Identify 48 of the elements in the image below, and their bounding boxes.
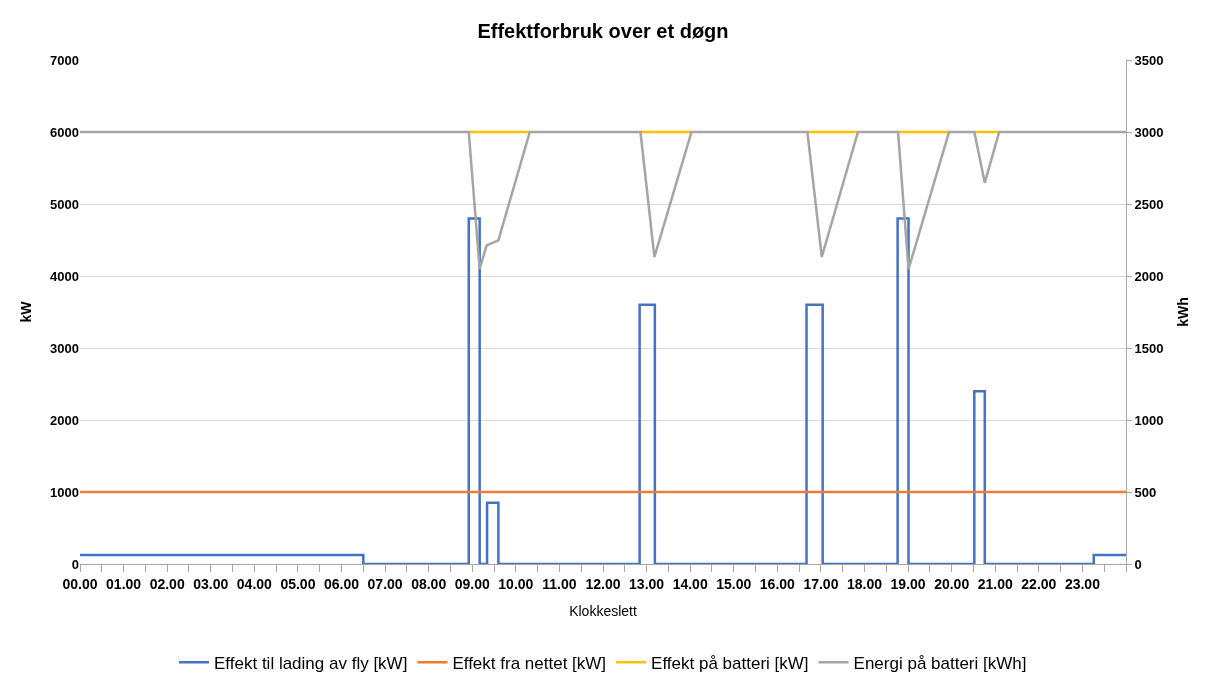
y-axis-title: kW bbox=[17, 300, 34, 323]
x-tick-label: 05.00 bbox=[280, 575, 316, 592]
x-tick-label: 20.00 bbox=[934, 575, 970, 592]
x-tick-label: 00.00 bbox=[62, 575, 98, 592]
y-tick-label: 1000 bbox=[50, 484, 79, 500]
chart-title: Effektforbruk over et døgn bbox=[477, 20, 729, 43]
y2-tick-label: 500 bbox=[1134, 484, 1157, 500]
y-tick-label: 2000 bbox=[50, 412, 79, 428]
x-tick-label: 13.00 bbox=[629, 575, 665, 592]
y2-tick-label: 2000 bbox=[1134, 268, 1164, 284]
y-tick-label: 3000 bbox=[50, 340, 79, 356]
x-tick-label: 06.00 bbox=[323, 575, 360, 592]
x-tick-label: 04.00 bbox=[236, 575, 273, 592]
x-tick-label: 11.00 bbox=[542, 575, 577, 592]
legend-label: Energi på batteri [kWh] bbox=[853, 653, 1027, 673]
x-tick-label: 07.00 bbox=[367, 575, 403, 592]
y2-tick-label: 0 bbox=[1134, 556, 1142, 572]
x-tick-label: 02.00 bbox=[149, 575, 185, 592]
x-tick-label: 03.00 bbox=[193, 575, 229, 592]
y2-tick-label: 1000 bbox=[1134, 412, 1164, 428]
x-tick-label: 17.00 bbox=[803, 575, 839, 592]
x-tick-label: 16.00 bbox=[759, 575, 796, 592]
x-tick-label: 08.00 bbox=[411, 575, 447, 592]
x-tick-label: 23.00 bbox=[1064, 575, 1101, 592]
x-tick-label: 21.00 bbox=[977, 575, 1013, 592]
x-tick-label: 09.00 bbox=[454, 575, 490, 592]
x-tick-label: 12.00 bbox=[585, 575, 621, 592]
y-tick-label: 6000 bbox=[50, 124, 79, 140]
x-tick-label: 19.00 bbox=[890, 575, 926, 592]
y2-tick-label: 3500 bbox=[1134, 52, 1164, 68]
x-tick-label: 22.00 bbox=[1021, 575, 1057, 592]
y2-tick-label: 3000 bbox=[1134, 124, 1164, 140]
y-tick-label: 4000 bbox=[50, 268, 79, 284]
x-tick-label: 14.00 bbox=[672, 575, 708, 592]
y-tick-label: 0 bbox=[71, 556, 79, 572]
y2-axis-title: kWh bbox=[1174, 297, 1191, 327]
x-tick-label: 10.00 bbox=[498, 575, 534, 592]
x-tick-label: 15.00 bbox=[716, 575, 752, 592]
x-tick-label: 18.00 bbox=[846, 575, 883, 592]
y-tick-label: 5000 bbox=[50, 196, 79, 212]
legend-label: Effekt fra nettet [kW] bbox=[452, 653, 607, 673]
legend-label: Effekt på batteri [kW] bbox=[651, 653, 809, 673]
x-tick-label: 01.00 bbox=[106, 575, 142, 592]
y2-tick-label: 1500 bbox=[1134, 340, 1164, 356]
x-axis-title: Klokkeslett bbox=[569, 603, 637, 620]
y2-tick-label: 2500 bbox=[1134, 196, 1164, 212]
legend-label: Effekt til lading av fly [kW] bbox=[214, 653, 408, 673]
y-tick-label: 7000 bbox=[50, 52, 79, 68]
